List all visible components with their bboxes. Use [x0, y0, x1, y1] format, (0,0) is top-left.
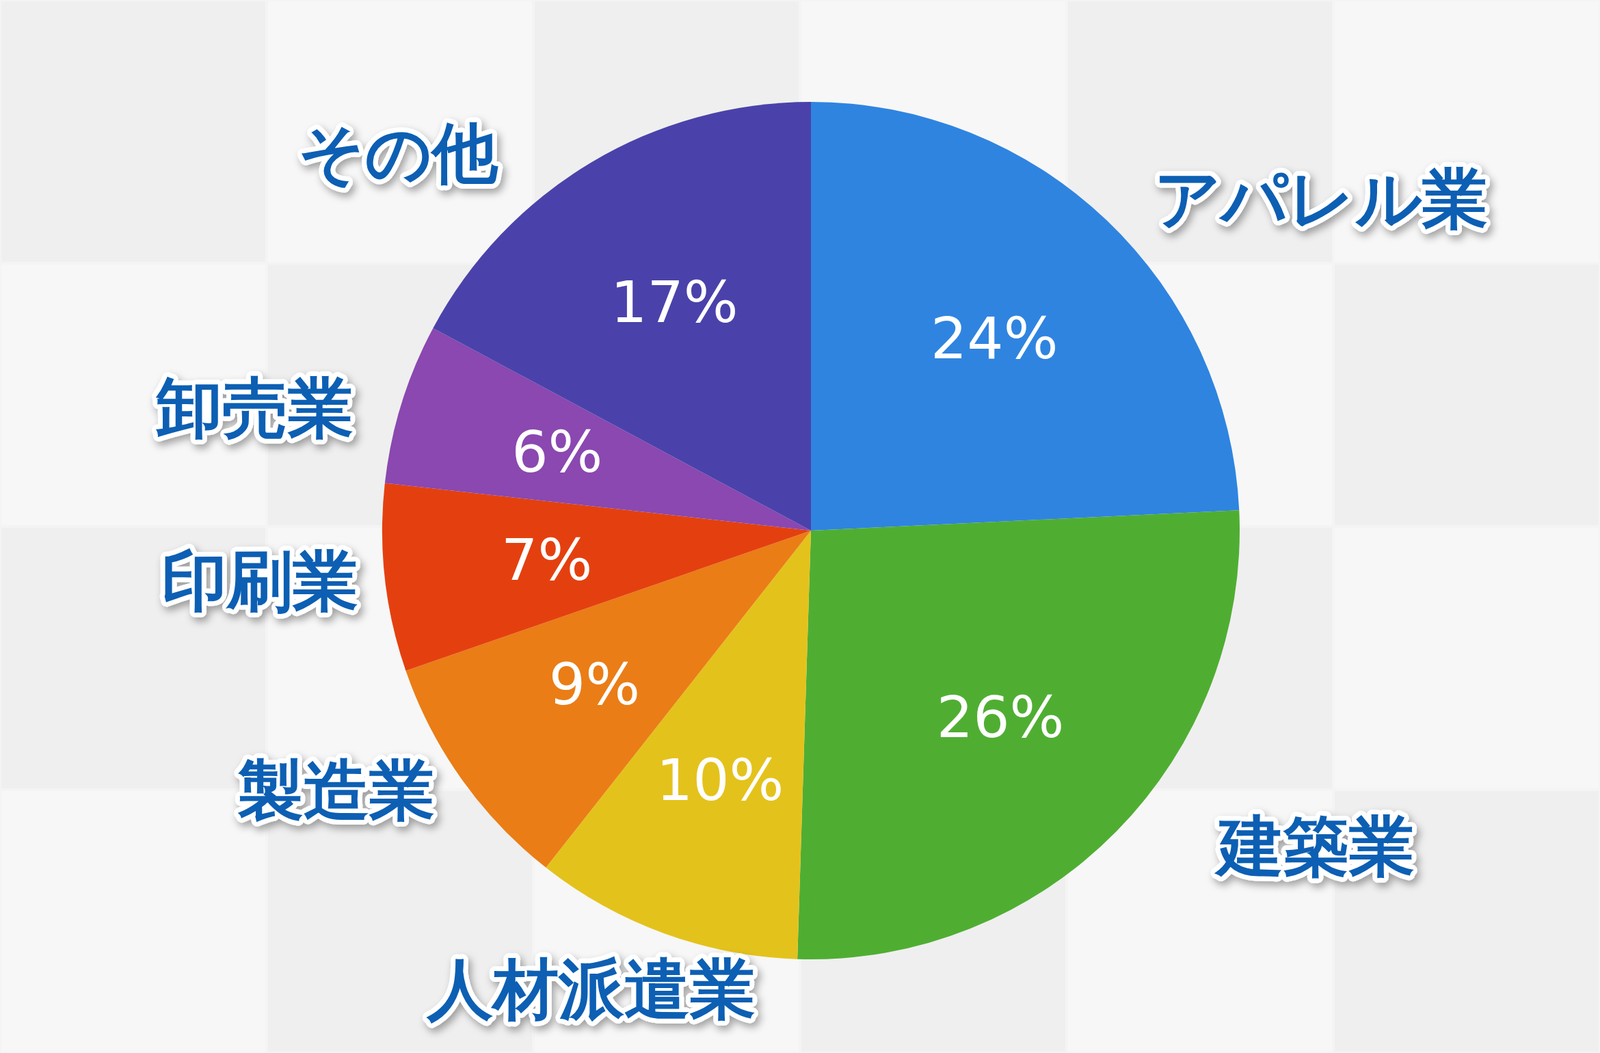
category-label: 人材派遣業 [425, 951, 756, 1028]
category-label: その他 [298, 114, 499, 192]
data-label: 10% [656, 746, 785, 814]
background-tile [1334, 264, 1599, 526]
data-label: 9% [549, 650, 640, 718]
pie-slice [797, 510, 1240, 960]
background-tile [1334, 527, 1599, 789]
background-tile [268, 1, 532, 262]
background-tile [1, 1, 266, 262]
chart-root: 24% アパレル業 26% 建築業 10% 人材派遣業 9% 製造業 7% 印刷業 6% 卸売業 17%… [0, 0, 1600, 1053]
data-label: 17% [610, 268, 739, 336]
data-label: 6% [511, 418, 603, 486]
labels: 24% アパレル業 26% 建築業 10% 人材派遣業 9% 製造業 7% 印刷業 6% 卸売業 17%… [155, 114, 1488, 1028]
background-tile [1, 791, 266, 1052]
category-label: 印刷業 [161, 542, 359, 620]
pie [382, 101, 1240, 960]
data-label: 26% [936, 683, 1065, 751]
data-label: 24% [930, 304, 1059, 372]
category-label: 建築業 [1213, 808, 1415, 885]
data-label: 7% [501, 526, 593, 594]
category-label: アパレル業 [1154, 160, 1488, 238]
background [1, 1, 1599, 1052]
category-label: 製造業 [237, 752, 435, 829]
category-label: 卸売業 [155, 369, 354, 447]
chart: 24% アパレル業 26% 建築業 10% 人材派遣業 9% 製造業 7% 印刷業 6% 卸売業 17%… [0, 0, 1600, 1053]
